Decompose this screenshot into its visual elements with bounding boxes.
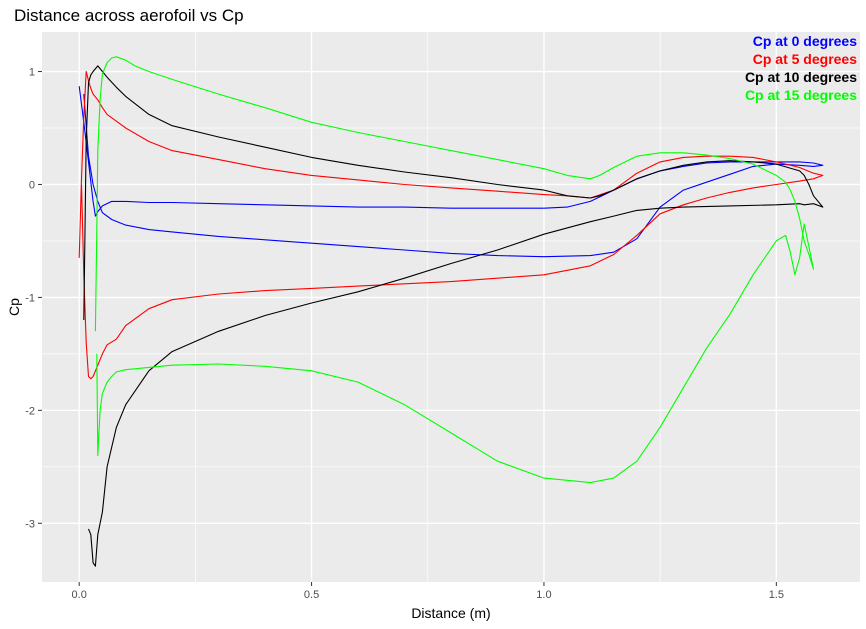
plot-panel — [42, 32, 860, 582]
series-line-1 — [78, 70, 824, 380]
major-grid — [42, 32, 860, 582]
x-tick-label: 0.5 — [304, 589, 319, 601]
y-tick-label: -1 — [25, 292, 35, 304]
legend-entry-1: Cp at 5 degrees — [753, 51, 857, 67]
series-line-3 — [94, 56, 815, 484]
legend-entry-0: Cp at 0 degrees — [753, 33, 857, 49]
y-tick-label: 1 — [29, 67, 35, 79]
y-tick-label: -3 — [25, 518, 35, 530]
x-tick-label: 1.5 — [769, 589, 784, 601]
chart-title: Distance across aerofoil vs Cp — [14, 6, 244, 25]
y-tick-label: 0 — [29, 179, 35, 191]
y-axis: -3 -2 -1 0 1 — [25, 67, 42, 530]
series-layer — [78, 56, 824, 567]
x-tick-label: 0.0 — [72, 589, 87, 601]
series-line-0 — [78, 86, 824, 258]
series-line-2 — [83, 65, 824, 567]
legend-entry-2: Cp at 10 degrees — [745, 69, 857, 85]
y-axis-title: Cp — [6, 298, 22, 316]
legend: Cp at 0 degrees Cp at 5 degrees Cp at 10 d… — [745, 33, 857, 103]
x-tick-label: 1.0 — [536, 589, 551, 601]
minor-grid — [42, 32, 860, 582]
y-tick-label: -2 — [25, 405, 35, 417]
x-axis: 0.0 0.5 1.0 1.5 — [72, 582, 784, 601]
legend-entry-3: Cp at 15 degrees — [745, 87, 857, 103]
x-axis-title: Distance (m) — [411, 605, 490, 621]
